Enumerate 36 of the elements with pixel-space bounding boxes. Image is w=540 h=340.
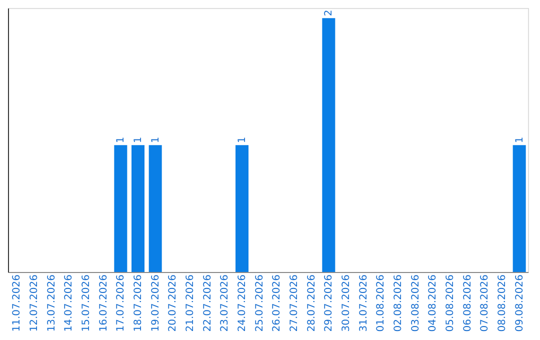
x-tick-label: 04.08.2026	[428, 274, 439, 332]
x-tick-label: 07.08.2026	[480, 274, 491, 332]
data-label: 2	[324, 10, 335, 16]
data-label: 1	[116, 136, 127, 144]
x-tick-label: 13.07.2026	[46, 274, 58, 332]
x-tick-label: 19.07.2026	[150, 274, 162, 332]
x-tick-label: 15.07.2026	[81, 274, 92, 332]
x-tick-label: 28.07.2026	[306, 274, 318, 332]
x-tick-label: 23.07.2026	[220, 274, 231, 332]
x-tick-label: 11.07.2026	[12, 274, 23, 332]
data-label: 1	[237, 136, 248, 144]
x-tick-label: 26.07.2026	[272, 274, 283, 332]
x-tick-label: 09.08.2026	[514, 274, 526, 332]
x-tick-label: 17.07.2026	[116, 274, 127, 332]
x-tick-label: 16.07.2026	[98, 274, 110, 332]
x-tick-label: 22.07.2026	[202, 274, 214, 332]
x-tick-label: 14.07.2026	[64, 274, 75, 332]
x-tick-label: 05.08.2026	[445, 274, 456, 332]
x-tick-label: 24.07.2026	[237, 274, 248, 332]
x-tick-label: 06.08.2026	[462, 274, 474, 332]
x-tick-label: 20.07.2026	[168, 274, 179, 332]
data-label: 1	[150, 136, 162, 144]
data-label: 1	[514, 136, 526, 144]
x-tick-label: 25.07.2026	[254, 274, 266, 332]
x-tick-label: 21.07.2026	[185, 274, 196, 332]
x-tick-label: 30.07.2026	[341, 274, 352, 332]
x-tick-label: 29.07.2026	[324, 274, 335, 332]
x-tick-label: 03.08.2026	[410, 274, 422, 332]
data-label: 1	[133, 136, 144, 144]
x-tick-label: 27.07.2026	[289, 274, 300, 332]
x-tick-label: 08.08.2026	[497, 274, 508, 332]
x-tick-label: 01.08.2026	[376, 274, 387, 332]
x-tick-label: 12.07.2026	[29, 274, 40, 332]
x-tick-label: 18.07.2026	[133, 274, 144, 332]
x-tick-label: 31.07.2026	[358, 274, 370, 332]
x-tick-label: 02.08.2026	[393, 274, 404, 332]
